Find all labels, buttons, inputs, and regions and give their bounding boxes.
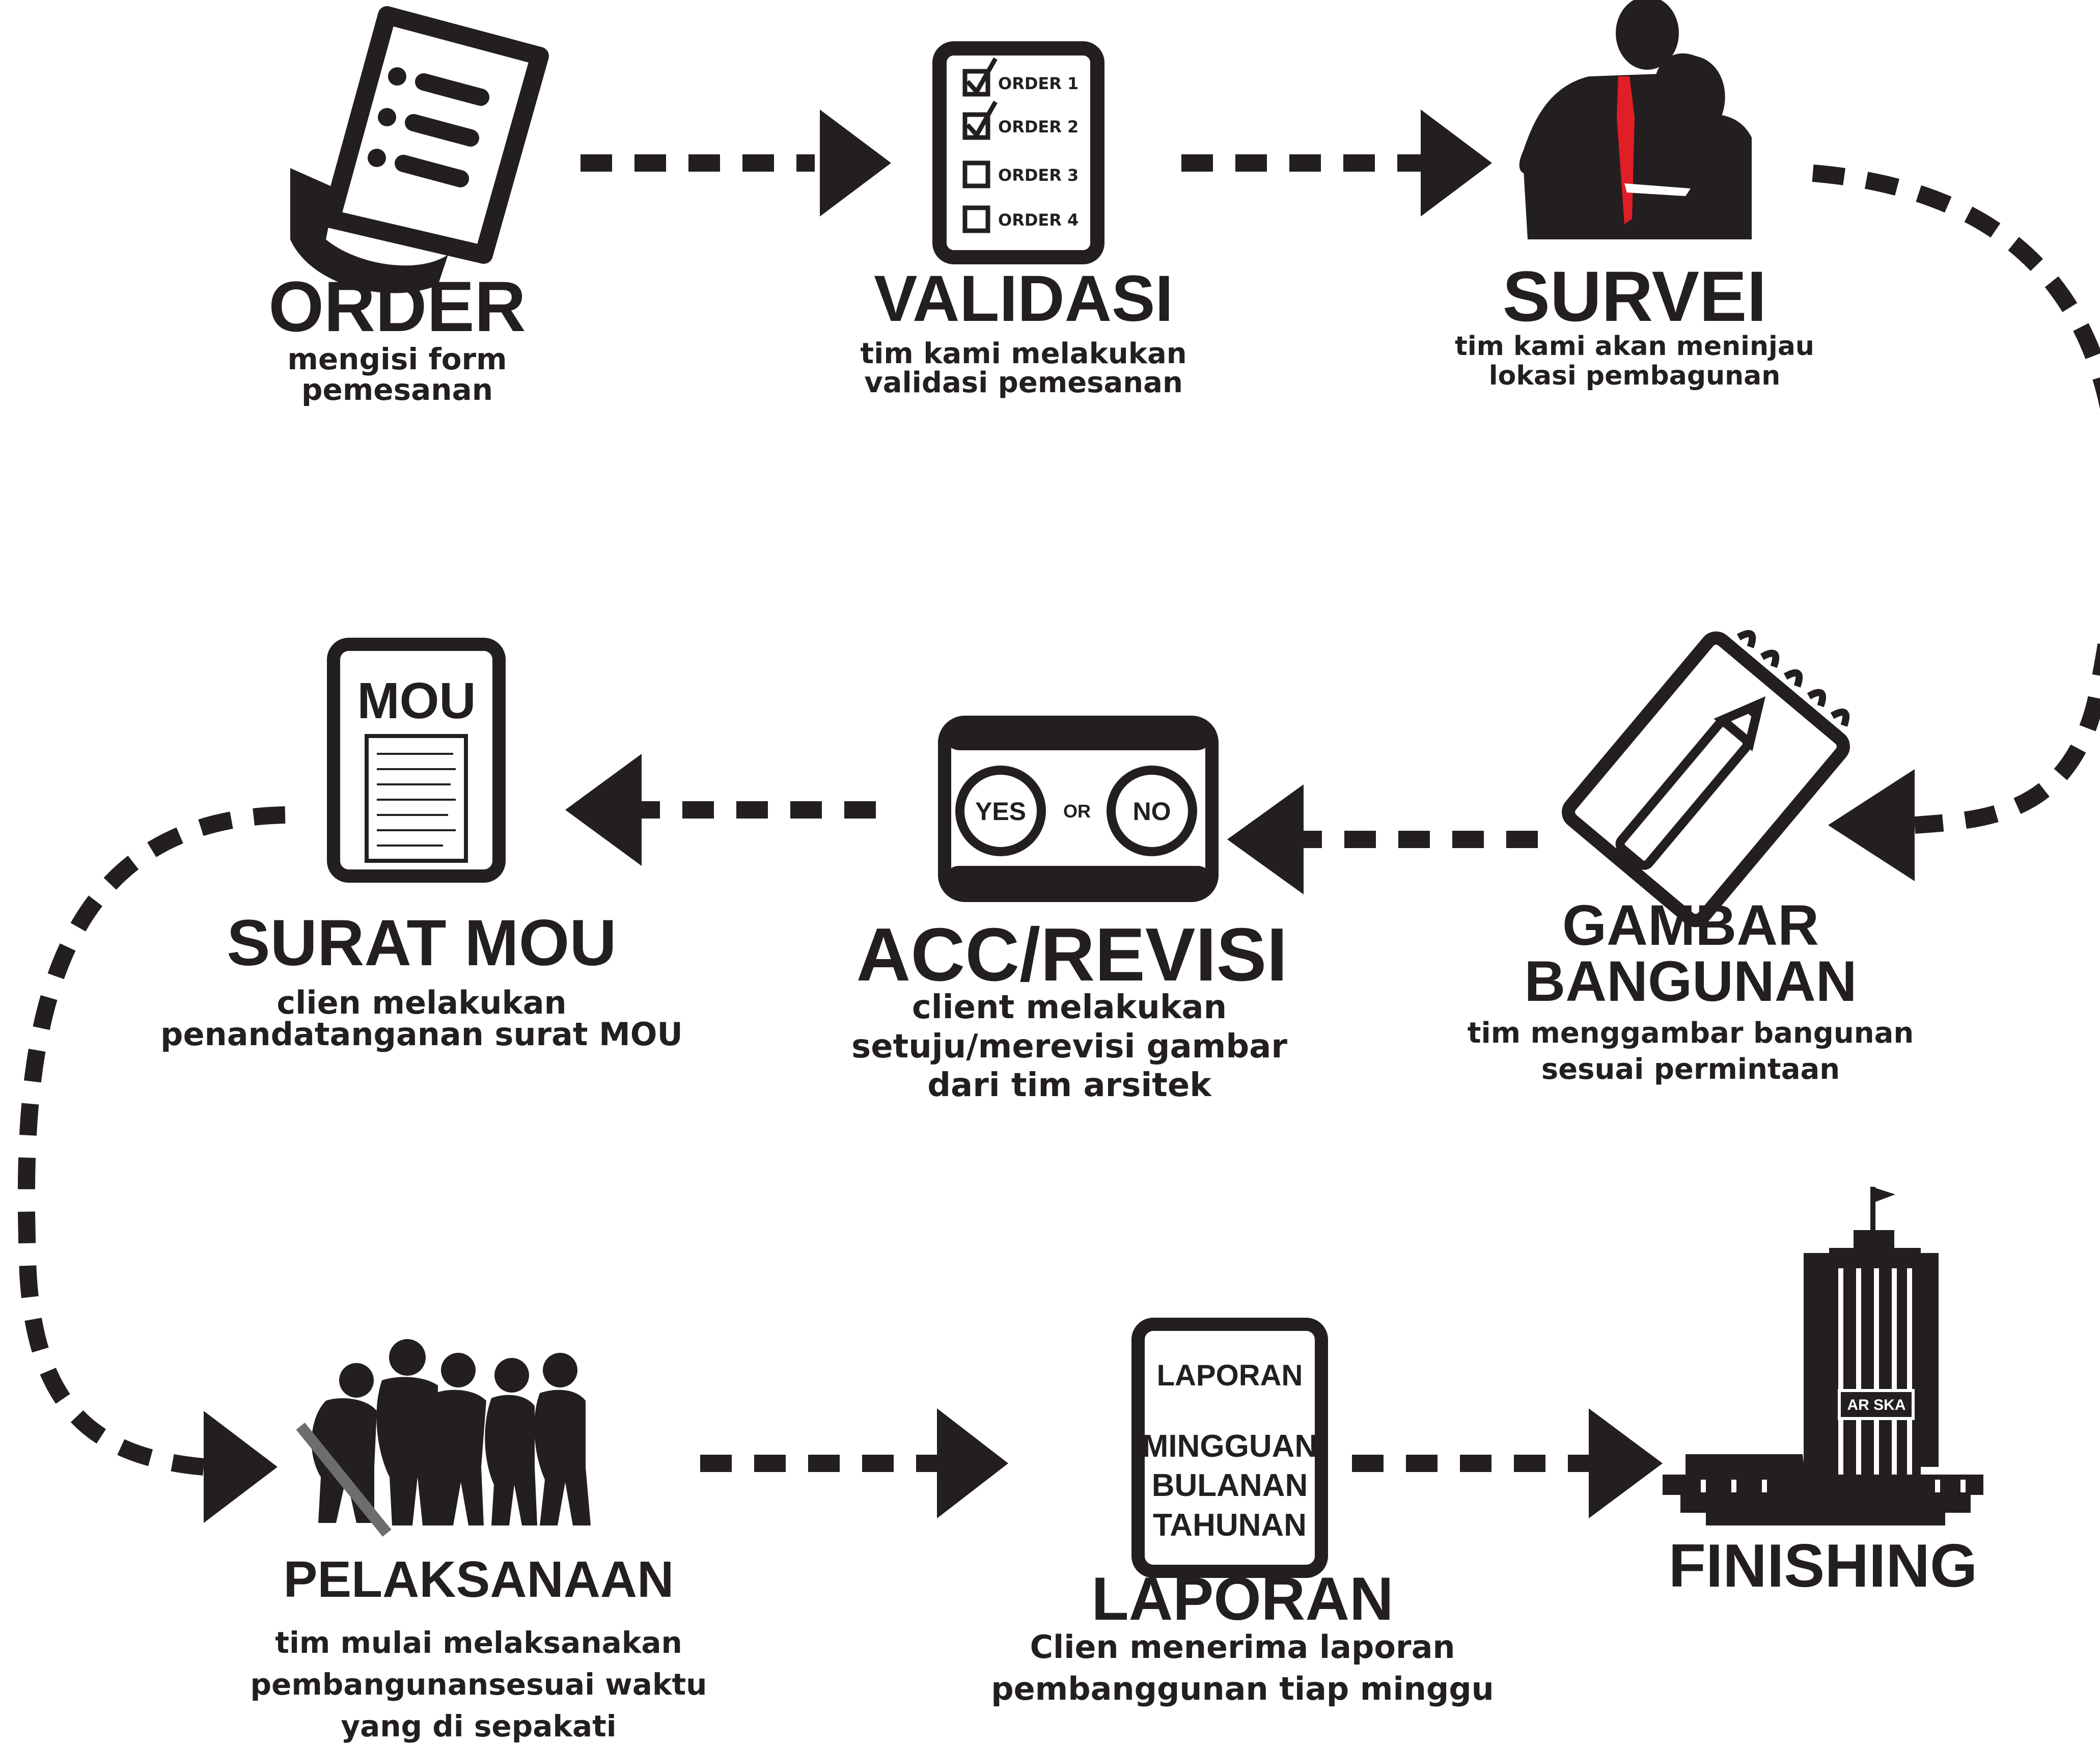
checklist-item-3: ORDER 3	[962, 160, 1079, 188]
building-tower-icon: AR SKA	[1663, 1187, 1983, 1525]
checklist-label-2: ORDER 2	[998, 117, 1079, 137]
business-people-silhouette-icon	[1519, 0, 1752, 239]
connector-acc-to-mou	[565, 754, 876, 866]
checklist-item-1: ORDER 1	[962, 57, 1079, 97]
step-gambar-bangunan: GAMBAR BANGUNAN tim menggambar bangunan …	[1468, 630, 1914, 1086]
finishing-title: FINISHING	[1669, 1532, 1978, 1600]
pelaksanaan-subtitle-line3: yang di sepakati	[341, 1709, 616, 1743]
survei-title: SURVEI	[1503, 256, 1767, 336]
checklist-icon: ORDER 1 ORDER 2 ORDER 3 ORDER 4	[932, 41, 1104, 264]
notepad-pencil-icon	[1562, 630, 1850, 928]
order-subtitle-line1: mengisi form	[287, 342, 507, 376]
connector-laporan-to-finishing	[1352, 1408, 1663, 1518]
connector-order-to-validasi	[581, 110, 891, 216]
step-finishing: AR SKA FINISHING	[1663, 1187, 1983, 1600]
order-title: ORDER	[268, 266, 526, 346]
step-survei: SURVEI tim kami akan meninjau lokasi pem…	[1455, 0, 1814, 391]
laporan-doc-line-1: MINGGUAN	[1142, 1429, 1317, 1464]
yes-or-no-window-icon: YES OR NO	[938, 716, 1219, 902]
checklist-label-3: ORDER 3	[998, 166, 1079, 185]
connector-gambar-to-acc	[1227, 784, 1538, 894]
finishing-building-sign: AR SKA	[1847, 1397, 1905, 1413]
connector-survei-to-gambar	[1812, 165, 2100, 881]
mou-subtitle-line2: penandatanganan surat MOU	[160, 1016, 683, 1053]
survei-subtitle-line2: lokasi pembagunan	[1489, 361, 1780, 391]
checklist-label-4: ORDER 4	[998, 210, 1079, 230]
order-subtitle-line2: pemesanan	[301, 372, 493, 407]
mou-doc-label: MOU	[357, 672, 476, 729]
step-pelaksanaan: PELAKSANAAN tim mulai melaksanakan pemba…	[251, 1339, 707, 1743]
acc-subtitle-line2: setuju/merevisi gambar	[851, 1028, 1287, 1066]
mou-subtitle-line1: clien melakukan	[277, 984, 566, 1021]
laporan-doc-title: LAPORAN	[1157, 1359, 1303, 1392]
step-surat-mou: MOU SURAT MOU clien melakukan penandatan…	[160, 638, 683, 1053]
survei-subtitle-line1: tim kami akan meninjau	[1455, 331, 1814, 362]
acc-title: ACC/REVISI	[856, 913, 1287, 997]
step-laporan: LAPORAN MINGGUAN BULANAN TAHUNAN LAPORAN…	[991, 1318, 1494, 1707]
mou-document-icon: MOU	[327, 638, 506, 883]
validasi-title: VALIDASI	[874, 262, 1173, 335]
laporan-subtitle-line2: pembanggunan tiap minggu	[991, 1670, 1494, 1707]
laporan-doc-line-2: BULANAN	[1152, 1468, 1308, 1503]
gambar-title-line2: BANGUNAN	[1524, 949, 1857, 1013]
acc-subtitle-line1: client melakukan	[912, 989, 1227, 1026]
pelaksanaan-subtitle-line1: tim mulai melaksanakan	[275, 1625, 682, 1660]
connector-pelaksanaan-to-laporan	[700, 1408, 1008, 1518]
laporan-subtitle-line1: Clien menerima laporan	[1030, 1628, 1455, 1666]
pelaksanaan-title: PELAKSANAAN	[284, 1551, 674, 1608]
pelaksanaan-subtitle-line2: pembangunansesuai waktu	[251, 1667, 707, 1702]
connector-validasi-to-survei	[1181, 110, 1492, 216]
checklist-item-2: ORDER 2	[962, 100, 1079, 140]
laporan-title: LAPORAN	[1091, 1565, 1393, 1633]
order-form-document-icon	[290, 6, 549, 293]
construction-workers-silhouette-icon	[296, 1339, 591, 1537]
gambar-title-line1: GAMBAR	[1562, 893, 1819, 957]
checklist-label-1: ORDER 1	[998, 74, 1079, 93]
step-validasi: ORDER 1 ORDER 2 ORDER 3 ORDER 4 VALIDASI…	[860, 41, 1187, 399]
connector-mou-to-pelaksanaan	[17, 806, 286, 1523]
or-label: OR	[1063, 801, 1091, 822]
checklist-item-4: ORDER 4	[962, 205, 1079, 233]
validasi-subtitle-line1: tim kami melakukan	[860, 337, 1186, 370]
gambar-subtitle-line2: sesuai permintaan	[1541, 1053, 1840, 1086]
acc-subtitle-line3: dari tim arsitek	[927, 1067, 1212, 1104]
yes-label: YES	[975, 797, 1026, 826]
validasi-subtitle-line2: validasi pemesanan	[864, 366, 1183, 399]
step-acc-revisi: YES OR NO ACC/REVISI client melakukan se…	[851, 716, 1288, 1104]
step-order: ORDER mengisi form pemesanan	[268, 6, 549, 407]
gambar-subtitle-line1: tim menggambar bangunan	[1468, 1017, 1914, 1050]
mou-title: SURAT MOU	[227, 907, 617, 979]
no-label: NO	[1133, 797, 1171, 826]
report-document-icon: LAPORAN MINGGUAN BULANAN TAHUNAN	[1131, 1318, 1328, 1578]
laporan-doc-line-3: TAHUNAN	[1153, 1508, 1307, 1543]
